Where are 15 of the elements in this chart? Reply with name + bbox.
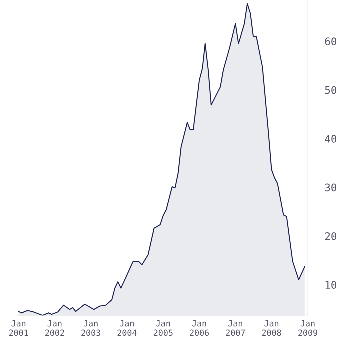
x-tick-label: Jan 2008 [262, 320, 282, 336]
x-tick-label: Jan 2003 [82, 320, 100, 336]
y-tick-label: 50 [325, 86, 337, 94]
x-tick-label: Jan 2004 [118, 320, 137, 336]
x-tick-label: Jan 2005 [154, 320, 173, 336]
x-tick-label: Jan 2009 [298, 320, 318, 336]
x-tick-label: Jan 2007 [226, 320, 246, 336]
x-tick-label: Jan 2002 [46, 320, 64, 336]
y-tick-label: 60 [325, 38, 337, 46]
y-tick-label: 30 [325, 184, 337, 192]
y-tick-label: 20 [325, 232, 337, 240]
y-tick-label: 40 [325, 135, 337, 143]
x-tick-label: Jan 2006 [190, 320, 210, 336]
x-tick-label: Jan 2001 [9, 320, 28, 336]
y-tick-label: 10 [326, 281, 337, 290]
